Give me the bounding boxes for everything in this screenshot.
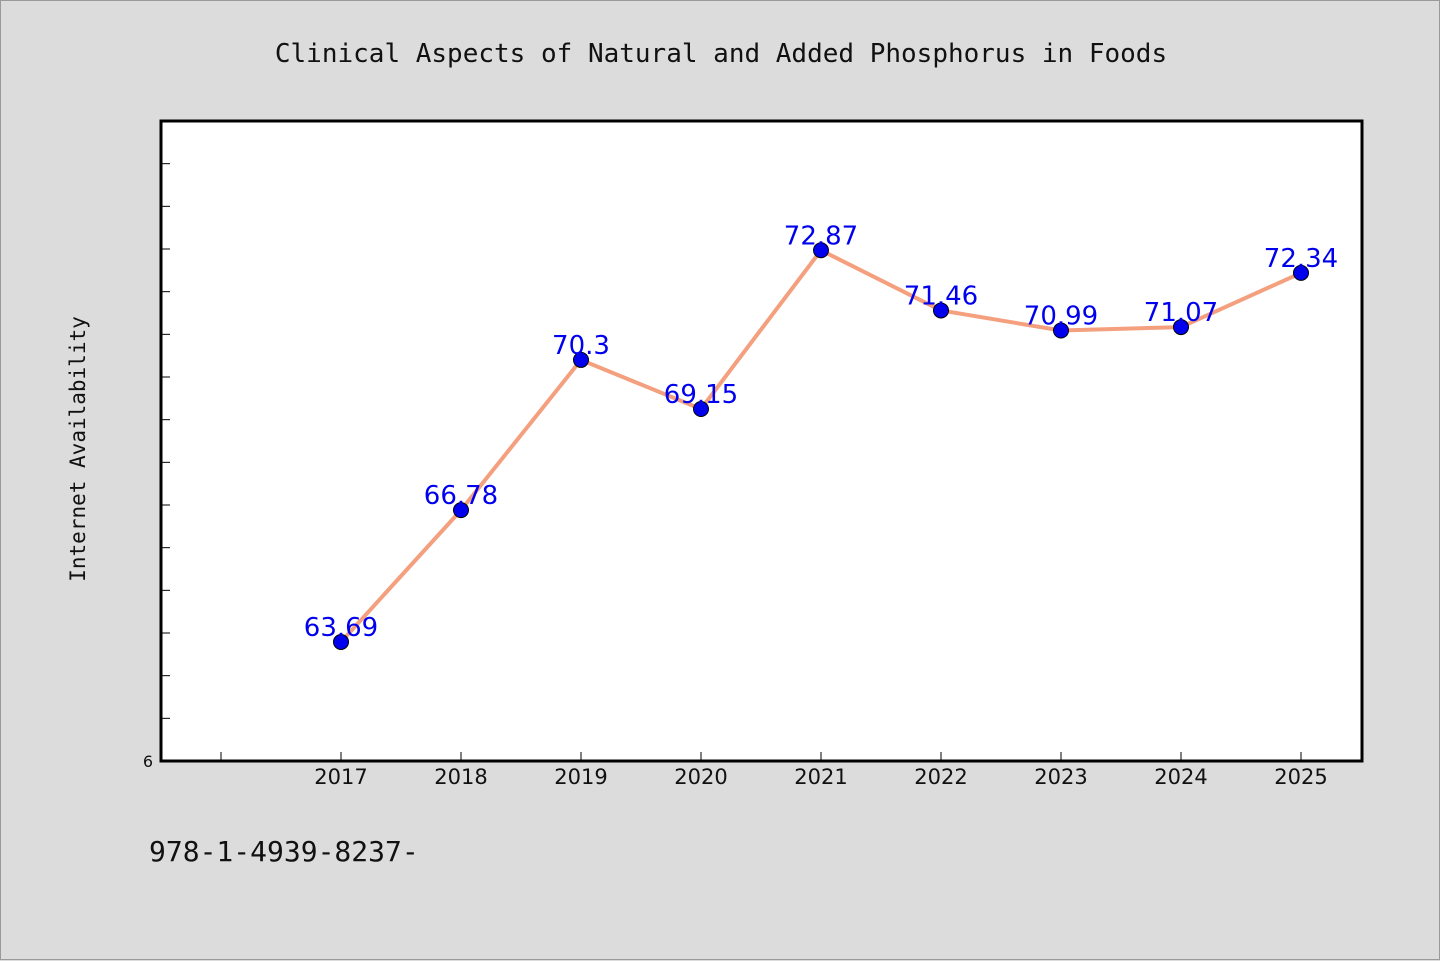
data-label: 72.87 — [784, 221, 858, 251]
data-point — [693, 401, 709, 417]
y-tick-label: 6 — [143, 752, 153, 771]
data-label: 71.46 — [904, 281, 978, 311]
x-tick-label: 2025 — [1274, 765, 1327, 789]
data-label: 72.34 — [1264, 244, 1338, 274]
data-label: 70.99 — [1024, 301, 1098, 331]
x-tick-label: 2021 — [794, 765, 847, 789]
x-tick-label: 2022 — [914, 765, 967, 789]
data-point — [333, 633, 349, 650]
data-point — [813, 242, 829, 259]
data-point — [1173, 319, 1189, 336]
data-point — [453, 502, 469, 519]
data-label-group: 63.69 66.78 70.3 69.15 72.87 71.46 70.99 71.07 7… — [304, 221, 1338, 643]
x-tick-label: 2017 — [314, 765, 367, 789]
x-tick-label: 2024 — [1154, 765, 1207, 789]
data-label: 70.3 — [552, 331, 610, 361]
data-label: 69.15 — [664, 380, 738, 410]
plot-area — [159, 119, 1364, 763]
x-tick-label: 2020 — [674, 765, 727, 789]
y-axis-ticks: 6 — [143, 163, 170, 771]
x-axis-ticks: 2017 2018 2019 2020 2021 2022 2023 2024 2025 — [220, 752, 1328, 789]
footer-isbn: 978-1-4939-8237- — [149, 835, 419, 868]
data-point — [1293, 264, 1309, 281]
data-point-group — [333, 242, 1309, 650]
data-label: 66.78 — [424, 481, 498, 511]
x-tick-label: 2023 — [1034, 765, 1087, 789]
x-tick-label: 2019 — [554, 765, 607, 789]
chart-title: Clinical Aspects of Natural and Added Ph… — [275, 39, 1167, 69]
data-label: 71.07 — [1144, 298, 1218, 328]
data-point — [573, 351, 589, 368]
data-point — [933, 302, 949, 319]
y-axis-label: Internet Availability — [66, 316, 90, 582]
data-label: 63.69 — [304, 613, 378, 643]
data-point — [1053, 322, 1069, 339]
x-tick-label: 2018 — [434, 765, 487, 789]
